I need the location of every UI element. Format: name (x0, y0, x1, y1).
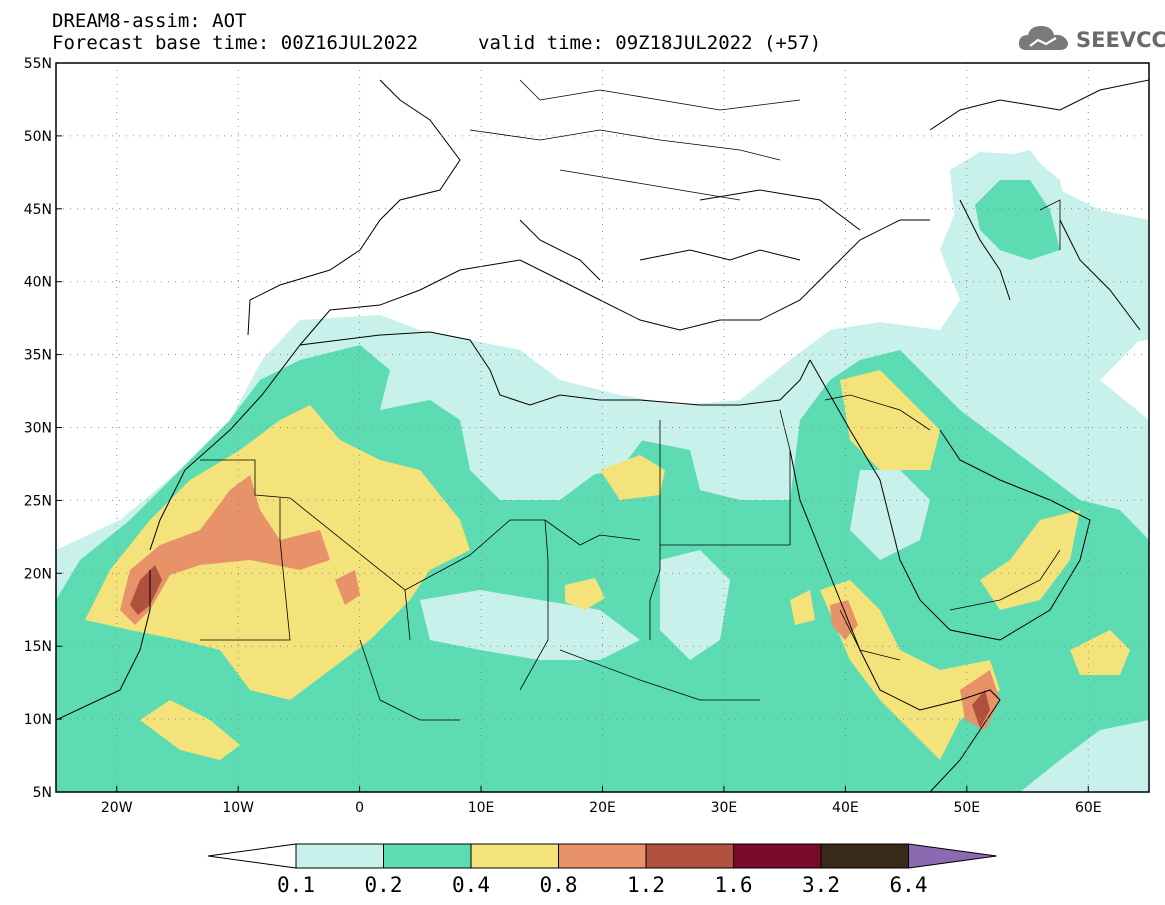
lat-tick-label: 15N (24, 639, 52, 655)
lon-tick-label: 40E (832, 800, 859, 816)
colorbar-label: 3.2 (802, 873, 840, 897)
lat-tick-label: 10N (24, 712, 52, 728)
aot-contour-0.4 (790, 590, 815, 625)
aot-contour-1.2 (972, 690, 990, 728)
lat-tick-label: 20N (24, 566, 52, 582)
lat-tick-label: 25N (24, 493, 52, 509)
colorbar-label: 6.4 (890, 873, 928, 897)
graticule (56, 63, 1149, 792)
colorbar-label: 1.2 (627, 873, 665, 897)
lat-tick-label: 45N (24, 202, 52, 218)
aot-contour-0.4 (820, 580, 1000, 760)
lon-tick-label: 20E (589, 800, 616, 816)
colorbar-label: 0.1 (277, 873, 315, 897)
colorbar-over-triangle (908, 843, 997, 869)
lon-tick-label: 10E (468, 800, 495, 816)
colorbar: 0.1 0.2 0.4 0.8 1.2 1.6 3.2 6.4 (207, 843, 997, 897)
aot-contour-1.2 (130, 565, 162, 615)
aot-contour-0.4 (840, 370, 940, 470)
aot-hole (660, 550, 730, 660)
logo-text: SEEVCCC (1076, 28, 1165, 52)
map-title: DREAM8-assim: AOT (52, 10, 247, 32)
colorbar-swatch (295, 843, 384, 869)
seevccc-logo: SEEVCCC (1016, 22, 1165, 58)
aot-contour-0.4 (980, 510, 1080, 610)
lon-tick-label: 0 (355, 800, 364, 816)
aot-contour-0.4 (565, 578, 605, 610)
valid-time: valid time: 09Z18JUL2022 (+57) (478, 32, 822, 54)
coastlines (56, 79, 1149, 792)
colorbar-swatch (820, 843, 909, 869)
colorbar-label: 0.8 (540, 873, 578, 897)
colorbar-under-triangle (207, 843, 297, 869)
aot-contour-0.8 (830, 600, 858, 640)
lon-axis: 20W 10W 0 10E 20E 30E 40E 50E 60E (101, 786, 1102, 816)
lat-axis: 55N 50N 45N 40N 35N 30N 25N 20N 15N 10N 5N (24, 56, 62, 801)
aot-contour-0.8 (335, 570, 360, 605)
colorbar-label: 0.2 (365, 873, 403, 897)
lon-tick-label: 60E (1075, 800, 1102, 816)
colorbar-label: 0.4 (452, 873, 490, 897)
aot-contour-0.4 (600, 455, 665, 500)
aot-hole (850, 470, 930, 560)
cloud-icon (1018, 26, 1068, 50)
colorbar-swatch (470, 843, 559, 869)
colorbar-label: 1.6 (715, 873, 753, 897)
lat-tick-label: 40N (24, 275, 52, 291)
lat-tick-label: 50N (24, 129, 52, 145)
lat-tick-label: 30N (24, 421, 52, 437)
lon-tick-label: 20W (101, 800, 133, 816)
aot-hole (490, 415, 650, 480)
aot-contour-0.4 (1070, 630, 1130, 675)
forecast-base-time: Forecast base time: 00Z16JUL2022 (52, 32, 419, 54)
lon-tick-label: 10W (222, 800, 254, 816)
colorbar-swatch (383, 843, 472, 869)
lat-tick-label: 5N (33, 785, 52, 801)
aot-contour-0.4 (140, 700, 240, 760)
country-borders (200, 79, 1061, 721)
lon-tick-label: 30E (711, 800, 738, 816)
lon-tick-label: 50E (953, 800, 980, 816)
lat-tick-label: 55N (24, 56, 52, 72)
colorbar-swatch (645, 843, 734, 869)
colorbar-swatch (558, 843, 647, 869)
lat-tick-label: 35N (24, 348, 52, 364)
aot-contour-0.2-caspian (975, 180, 1060, 260)
aot-contour-0.8 (120, 475, 330, 625)
colorbar-swatch (733, 843, 822, 869)
